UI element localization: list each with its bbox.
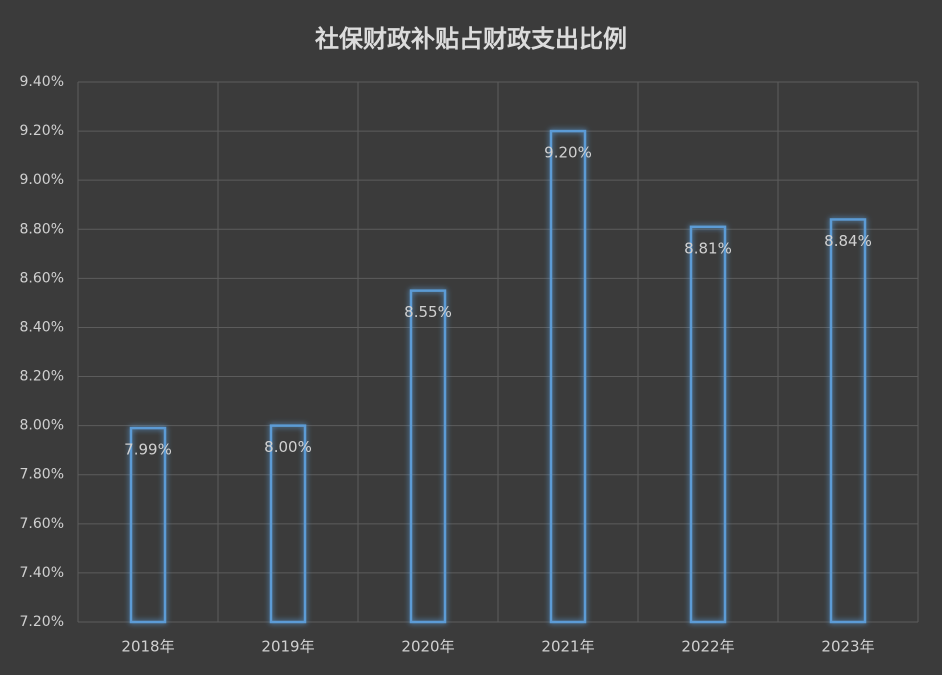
data-label: 8.81%: [684, 239, 732, 257]
y-tick-label: 8.00%: [20, 418, 64, 434]
y-tick-label: 8.40%: [20, 319, 64, 335]
data-label: 8.00%: [264, 438, 312, 456]
y-tick-label: 7.20%: [20, 614, 64, 630]
bar: [409, 289, 447, 624]
data-label: 9.20%: [544, 144, 592, 162]
bar: [829, 218, 867, 624]
x-tick-label: 2021年: [541, 638, 594, 656]
x-tick-label: 2022年: [681, 638, 734, 656]
x-tick-label: 2023年: [821, 638, 874, 656]
y-tick-label: 7.40%: [20, 565, 64, 581]
y-tick-label: 8.60%: [20, 270, 64, 286]
y-tick-label: 9.40%: [20, 74, 64, 90]
bar: [129, 426, 167, 624]
x-tick-label: 2020年: [401, 638, 454, 656]
x-tick-label: 2019年: [261, 638, 314, 656]
y-tick-label: 7.80%: [20, 467, 64, 483]
chart-title: 社保财政补贴占财政支出比例: [315, 25, 627, 53]
y-tick-label: 7.60%: [20, 516, 64, 532]
bar: [549, 129, 587, 624]
bar: [269, 424, 307, 624]
y-tick-label: 8.80%: [20, 221, 64, 237]
y-tick-label: 8.20%: [20, 369, 64, 385]
y-tick-label: 9.20%: [20, 123, 64, 139]
data-label: 8.55%: [404, 303, 452, 321]
bar: [689, 225, 727, 624]
x-tick-label: 2018年: [121, 638, 174, 656]
data-label: 8.84%: [824, 232, 872, 250]
y-tick-label: 9.00%: [20, 172, 64, 188]
data-label: 7.99%: [124, 441, 172, 459]
